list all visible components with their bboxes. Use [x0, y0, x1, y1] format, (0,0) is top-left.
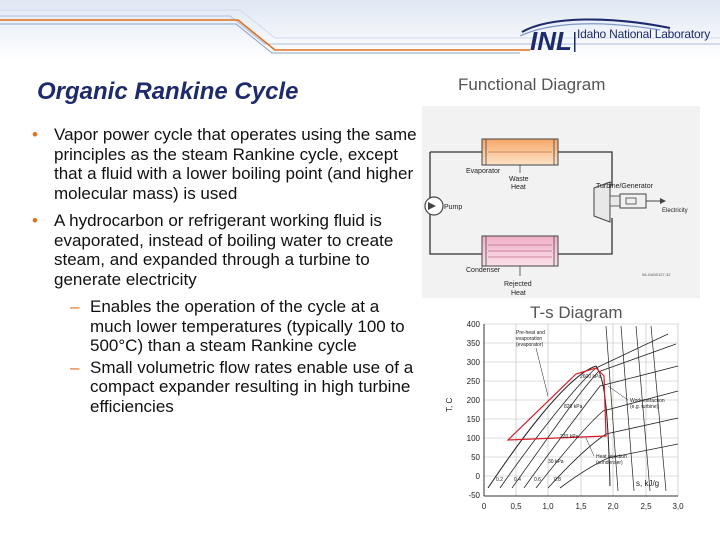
svg-text:0: 0	[476, 472, 481, 481]
condenser-unit	[481, 235, 559, 267]
bullet-list: • Vapor power cycle that operates using …	[30, 125, 422, 418]
evaporator-unit	[481, 138, 559, 166]
svg-text:50: 50	[471, 453, 480, 462]
svg-text:2,0: 2,0	[607, 502, 619, 511]
svg-text:(e.g. turbine): (e.g. turbine)	[630, 404, 659, 410]
dash-icon: –	[70, 357, 80, 377]
bullet-text: Vapor power cycle that operates using th…	[54, 125, 417, 203]
svg-text:1,0: 1,0	[542, 502, 554, 511]
x-axis-label: s, kJ/g	[636, 479, 659, 488]
svg-text:820 kPa: 820 kPa	[564, 404, 583, 410]
svg-text:Pre-heat and: Pre-heat and	[516, 330, 545, 336]
svg-text:-50: -50	[468, 491, 480, 500]
sub-bullet-text: Small volumetric flow rates enable use o…	[90, 357, 414, 416]
saturation-dome	[487, 365, 611, 489]
logo-text: Idaho National Laboratory	[577, 27, 711, 41]
svg-text:150: 150	[467, 415, 481, 424]
svg-text:0.6: 0.6	[534, 477, 541, 483]
svg-text:100: 100	[467, 434, 481, 443]
bullet-item: • Vapor power cycle that operates using …	[30, 125, 422, 203]
svg-text:300: 300	[467, 358, 481, 367]
svg-text:evaporation: evaporation	[516, 336, 542, 342]
svg-text:30 kPa: 30 kPa	[548, 459, 564, 465]
slide-title: Organic Rankine Cycle	[37, 78, 299, 105]
header-decoration	[0, 0, 720, 60]
evaporator-label: Evaporator	[466, 168, 501, 175]
waste-heat-label: Waste	[509, 176, 529, 183]
svg-text:200: 200	[467, 396, 481, 405]
ts-diagram-heading: T-s Diagram	[530, 303, 623, 322]
pressure-labels: 2600 kPa 820 kPa 220 kPa 30 kPa	[548, 374, 601, 465]
turbine-label: Turbine/Generator	[596, 183, 654, 190]
svg-text:Heat rejection: Heat rejection	[596, 454, 627, 460]
waste-heat-label: Heat	[511, 184, 526, 191]
bullet-dot-icon: •	[32, 211, 38, 230]
annotation-leaders	[535, 347, 629, 457]
electricity-label: Electricity	[662, 208, 688, 214]
bullet-dot-icon: •	[32, 125, 38, 144]
svg-text:400: 400	[467, 320, 481, 329]
bullet-text: A hydrocarbon or refrigerant working flu…	[54, 211, 394, 289]
svg-text:0: 0	[482, 502, 487, 511]
isentropic-lines	[605, 325, 667, 492]
svg-text:(evaporator): (evaporator)	[516, 342, 544, 348]
svg-text:Work extraction: Work extraction	[630, 398, 665, 404]
svg-text:INL: INL	[530, 26, 572, 54]
svg-text:0.2: 0.2	[496, 477, 503, 483]
quality-labels: 0.2 0.4 0.6 0.8	[496, 477, 561, 483]
ts-diagram: 400 350 300 250 200 150 100 50 0 -50 0 0…	[445, 320, 684, 511]
annotations: Pre-heat and evaporation (evaporator) Wo…	[516, 330, 665, 466]
functional-diagram-heading: Functional Diagram	[458, 75, 606, 94]
sub-bullet-item: – Enables the operation of the cycle at …	[30, 297, 422, 356]
svg-text:3,0: 3,0	[672, 502, 684, 511]
svg-text:2,5: 2,5	[640, 502, 652, 511]
diagram-code: 08-GA50127-32	[642, 272, 671, 277]
svg-text:2600 kPa: 2600 kPa	[580, 374, 601, 380]
x-tick-labels: 0 0,5 1,0 1,5 2,0 2,5 3,0	[482, 502, 684, 511]
functional-diagram: Evaporator Waste Heat Turbine/Generator …	[422, 106, 700, 298]
y-tick-labels: 400 350 300 250 200 150 100 50 0 -50	[467, 320, 481, 500]
sub-bullet-text: Enables the operation of the cycle at a …	[90, 297, 405, 355]
inl-logo: INL	[520, 18, 671, 54]
svg-text:220 kPa: 220 kPa	[560, 434, 579, 440]
turbine-unit	[593, 181, 666, 223]
svg-text:250: 250	[467, 377, 481, 386]
isobar-lines	[499, 333, 679, 489]
svg-text:350: 350	[467, 339, 481, 348]
diagram-background	[422, 106, 700, 298]
bullet-item: • A hydrocarbon or refrigerant working f…	[30, 211, 422, 289]
svg-text:0.4: 0.4	[514, 477, 521, 483]
pump-label: Pump	[444, 204, 462, 211]
cycle-path	[506, 367, 607, 441]
y-axis-label: T, C	[445, 398, 454, 412]
rejected-heat-label: Rejected	[504, 281, 532, 288]
dash-icon: –	[70, 297, 80, 316]
svg-text:0,5: 0,5	[510, 502, 522, 511]
svg-text:(condenser): (condenser)	[596, 460, 623, 466]
pump-icon	[424, 196, 444, 216]
svg-text:1,5: 1,5	[575, 502, 587, 511]
grid	[483, 323, 679, 497]
sub-bullet-item: – Small volumetric flow rates enable use…	[30, 358, 422, 417]
rejected-heat-label: Heat	[511, 290, 526, 297]
condenser-label: Condenser	[466, 267, 501, 274]
svg-text:0.8: 0.8	[554, 477, 561, 483]
